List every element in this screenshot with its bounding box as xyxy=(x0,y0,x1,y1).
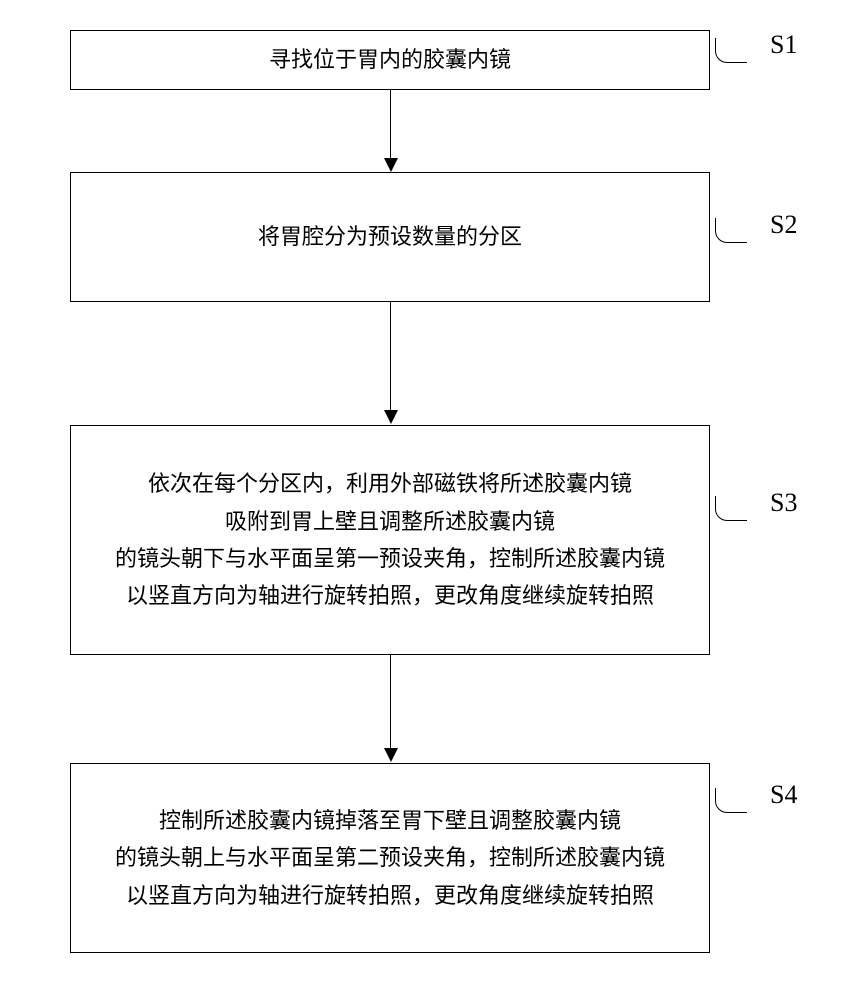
flow-step-text: 将胃腔分为预设数量的分区 xyxy=(258,218,522,255)
label-connector xyxy=(715,496,747,521)
flow-step-box: 寻找位于胃内的胶囊内镜 xyxy=(70,30,710,90)
arrow-head-icon xyxy=(384,410,398,424)
arrow-head-icon xyxy=(384,748,398,762)
label-connector xyxy=(715,218,747,243)
step-label: S2 xyxy=(770,210,797,240)
arrow-line xyxy=(390,90,391,160)
flow-step-box: 将胃腔分为预设数量的分区 xyxy=(70,172,710,302)
flow-step-text: 依次在每个分区内，利用外部磁铁将所述胶囊内镜吸附到胃上壁且调整所述胶囊内镜的镜头… xyxy=(115,465,665,615)
step-label: S4 xyxy=(770,780,797,810)
flow-step-text: 控制所述胶囊内镜掉落至胃下壁且调整胶囊内镜的镜头朝上与水平面呈第二预设夹角，控制… xyxy=(115,802,665,914)
flowchart-container: 寻找位于胃内的胶囊内镜 S1 将胃腔分为预设数量的分区 S2 依次在每个分区内，… xyxy=(0,0,860,1000)
arrow-line xyxy=(390,302,391,412)
arrow-head-icon xyxy=(384,158,398,172)
flow-step-box: 依次在每个分区内，利用外部磁铁将所述胶囊内镜吸附到胃上壁且调整所述胶囊内镜的镜头… xyxy=(70,425,710,655)
label-connector xyxy=(715,38,747,63)
arrow-line xyxy=(390,655,391,750)
step-label: S3 xyxy=(770,488,797,518)
flow-step-text: 寻找位于胃内的胶囊内镜 xyxy=(269,41,511,78)
label-connector xyxy=(715,788,747,813)
step-label: S1 xyxy=(770,30,797,60)
flow-step-box: 控制所述胶囊内镜掉落至胃下壁且调整胶囊内镜的镜头朝上与水平面呈第二预设夹角，控制… xyxy=(70,763,710,953)
